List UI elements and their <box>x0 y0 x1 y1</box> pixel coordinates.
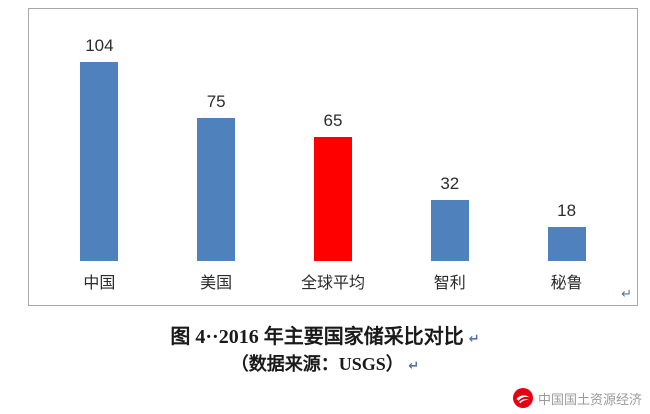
bar <box>80 62 119 261</box>
source-caption-text: （数据来源：USGS） <box>230 354 404 374</box>
chart-frame: 104 75 65 32 18 中国 美国 全球平均 智利 秘鲁 ↵ <box>28 8 638 306</box>
value-label: 65 <box>323 111 343 130</box>
bar-group: 65 <box>290 111 376 261</box>
source-caption: （数据来源：USGS） ↵ <box>0 350 650 376</box>
bar-group: 104 <box>56 36 142 261</box>
line-break-mark: ↵ <box>621 287 632 302</box>
category-row: 中国 美国 全球平均 智利 秘鲁 <box>41 269 625 293</box>
watermark-text: 中国国土资源经济 <box>537 392 642 408</box>
category-label: 全球平均 <box>300 273 365 292</box>
bar-group: 18 <box>524 201 610 261</box>
value-label: 75 <box>206 92 226 111</box>
value-label: 32 <box>440 174 460 193</box>
bar <box>197 118 236 261</box>
plot-area: 104 75 65 32 18 <box>41 27 625 261</box>
publisher-logo-icon <box>512 388 533 408</box>
line-break-mark: ↵ <box>408 359 420 374</box>
figure-caption: 图 4··2016 年主要国家储采比对比 ↵ <box>0 320 650 349</box>
line-break-mark: ↵ <box>468 332 480 347</box>
bar <box>430 200 469 261</box>
bar <box>313 137 352 261</box>
category-label: 美国 <box>200 273 233 292</box>
category-label: 智利 <box>433 273 466 292</box>
figure-caption-text: 图 4··2016 年主要国家储采比对比 <box>170 326 464 348</box>
bar-group: 32 <box>407 174 493 261</box>
bar <box>547 227 586 261</box>
value-label: 18 <box>557 201 577 220</box>
category-label: 秘鲁 <box>550 273 583 292</box>
bar-group: 75 <box>173 92 259 261</box>
watermark: 中国国土资源经济 <box>512 388 642 408</box>
category-label: 中国 <box>83 273 116 292</box>
value-label: 104 <box>85 36 114 55</box>
